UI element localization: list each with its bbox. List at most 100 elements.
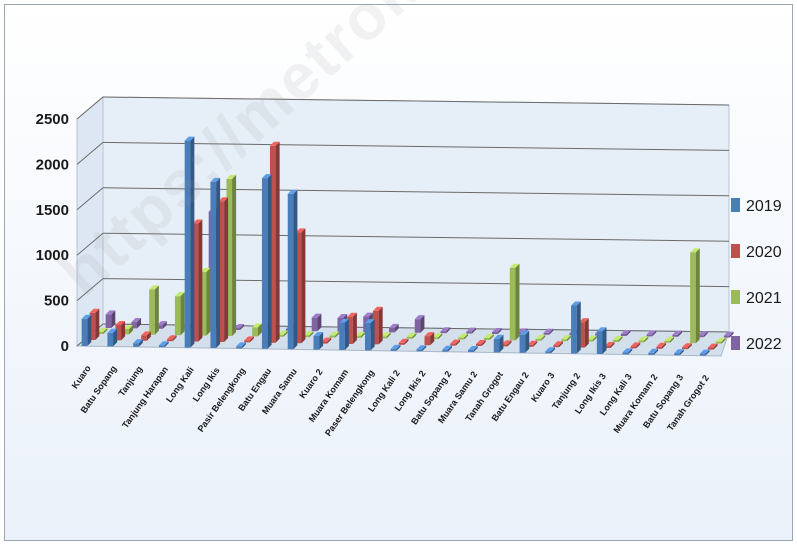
bar-top [329,331,340,336]
bar-side [164,341,169,348]
bar-side [713,343,718,350]
bar-side [610,342,615,348]
bar-top [311,313,322,318]
bar-top [561,335,571,340]
bar-face [97,332,104,334]
bar [234,324,245,330]
bar-top [81,314,92,319]
bar-side [584,318,589,348]
bar-top [579,318,589,323]
bar-side [146,331,151,341]
bar [398,338,409,345]
bar-side [232,174,237,336]
bar-face [604,346,611,348]
bar-side [121,320,126,341]
bar-side [602,327,607,354]
bar-top [424,332,435,337]
bar-face [81,318,88,346]
bar-side [113,328,118,347]
gridline [102,232,730,242]
bar-face [638,340,645,343]
bar-side [550,347,555,354]
bar [149,285,159,335]
bar-side [378,306,383,345]
bar-face [656,346,663,349]
bar-face [517,332,524,335]
bar [442,345,452,352]
bar-face [89,312,96,340]
bar [690,248,700,344]
side-wall [76,95,104,348]
bar [390,344,401,351]
bar-top [200,268,211,273]
bar-side [497,328,502,334]
bar [545,347,555,354]
bar [707,343,718,350]
bar-top [493,334,504,339]
bar [424,332,435,346]
y-tick-label: 1000 [36,247,69,264]
bar [123,324,134,335]
bar-side [703,331,708,338]
bar-side [430,332,435,346]
bar-face [674,353,680,356]
bar-top [466,327,476,332]
bar-top [535,334,546,339]
bar-side [420,315,425,333]
bar [646,330,657,337]
bar-top [337,313,348,318]
bar-side [729,331,734,338]
bar-top [166,335,177,340]
bar [571,301,581,354]
bar-side [216,177,221,348]
category-label: Kuaro 2 [297,367,324,400]
bar [715,337,726,344]
bar-side [499,334,504,353]
bar-top [261,174,272,179]
bar-top [355,332,365,336]
bar [604,342,615,348]
bar-side [309,331,314,338]
bar [261,174,272,349]
bar-top [715,337,726,342]
bar [699,349,710,356]
bar [561,335,571,342]
bar [210,177,221,348]
bar-face [107,332,114,347]
legend-swatch [731,244,740,258]
gridline [102,96,730,106]
bar [157,321,167,329]
bar-side [687,343,692,350]
bar [236,342,246,349]
bar-side [293,189,298,350]
bar-side [558,341,563,348]
bar-face [484,338,490,340]
bar-face [672,334,679,337]
bar-side [129,324,134,335]
bar-face [646,334,653,337]
bar-top [372,306,383,311]
bar-top [390,344,401,349]
bar-side [352,312,357,344]
bar-face [398,342,405,345]
bar-side [695,248,700,344]
bar-top [210,177,221,182]
bar-face [535,338,542,341]
bar-face [509,267,516,341]
bar-top [269,141,280,146]
bar-face [622,352,629,355]
bar-side [360,332,365,338]
bar [303,331,314,338]
bar-top [226,174,237,179]
bar [493,334,504,353]
bar [620,330,631,336]
bar-top [123,324,134,329]
bar [468,346,478,352]
bar [141,331,151,341]
legend-label: 2019 [746,198,782,215]
bar [406,332,417,339]
bar-face [468,350,474,352]
bar-face [355,336,361,338]
bar-top [414,315,425,320]
bar-side [481,340,486,346]
